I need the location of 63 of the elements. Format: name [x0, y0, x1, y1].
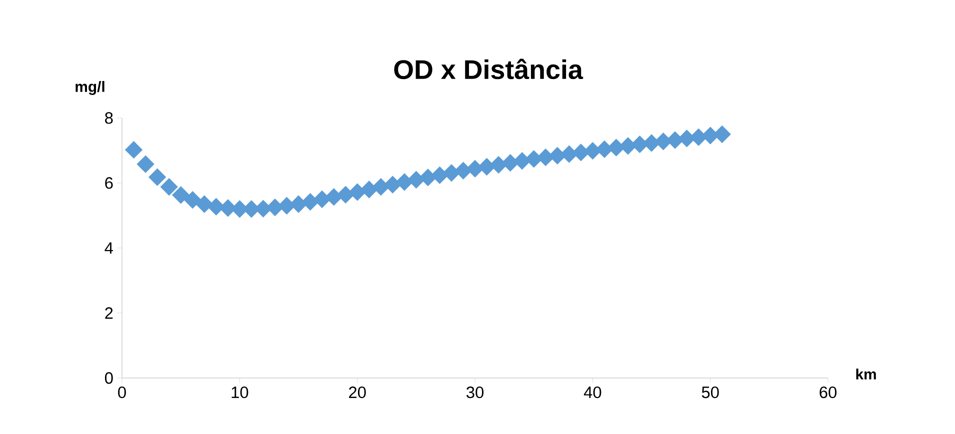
point	[608, 139, 625, 156]
point	[302, 194, 319, 210]
point	[572, 144, 590, 161]
x-axis-title: km	[856, 368, 876, 380]
point	[278, 197, 296, 214]
point	[220, 200, 236, 216]
point	[584, 142, 601, 160]
point	[420, 169, 436, 186]
point	[208, 198, 224, 216]
point	[125, 142, 142, 158]
y-tick-label: 0	[104, 372, 113, 384]
point	[643, 134, 660, 152]
x-tick-label: 30	[466, 386, 484, 398]
y-axis-title: mg/l	[76, 81, 104, 95]
point	[325, 188, 342, 206]
point	[314, 190, 330, 208]
point	[490, 156, 507, 174]
y-tick-label: 2	[105, 307, 113, 319]
point	[702, 127, 719, 144]
x-tick-label: 20	[349, 386, 366, 398]
point	[537, 149, 554, 166]
point	[549, 147, 566, 164]
point	[714, 126, 730, 143]
point	[443, 164, 460, 182]
x-tick-label: 10	[232, 386, 248, 398]
point	[396, 174, 413, 190]
point	[148, 168, 166, 186]
point	[431, 166, 448, 184]
point	[466, 160, 484, 178]
point	[690, 128, 707, 146]
point	[196, 196, 213, 212]
point	[184, 192, 201, 208]
x-tick-label: 0	[118, 386, 126, 398]
x-tick-label: 40	[584, 386, 602, 398]
point	[384, 176, 401, 193]
point	[454, 162, 472, 179]
point	[266, 199, 284, 216]
point	[172, 186, 190, 204]
point	[502, 154, 519, 172]
y-tick-label: 8	[105, 112, 113, 124]
point	[654, 133, 672, 150]
point	[337, 186, 354, 204]
point	[560, 146, 578, 162]
point	[620, 138, 636, 154]
point	[478, 158, 496, 176]
y-tick-label: 6	[105, 177, 113, 189]
x-tick-label: 50	[702, 386, 719, 398]
point	[596, 140, 613, 158]
point	[408, 171, 424, 188]
point	[160, 178, 178, 196]
point	[349, 184, 366, 200]
point	[526, 150, 542, 168]
point	[372, 178, 390, 196]
point	[514, 152, 530, 170]
point	[678, 130, 696, 147]
chart-title: OD x Distância	[394, 58, 584, 80]
point	[666, 132, 684, 148]
point	[137, 156, 154, 172]
point	[631, 136, 648, 153]
x-tick-label: 60	[820, 386, 837, 398]
point	[290, 196, 307, 212]
point	[360, 181, 378, 198]
y-tick-label: 4	[104, 242, 113, 254]
